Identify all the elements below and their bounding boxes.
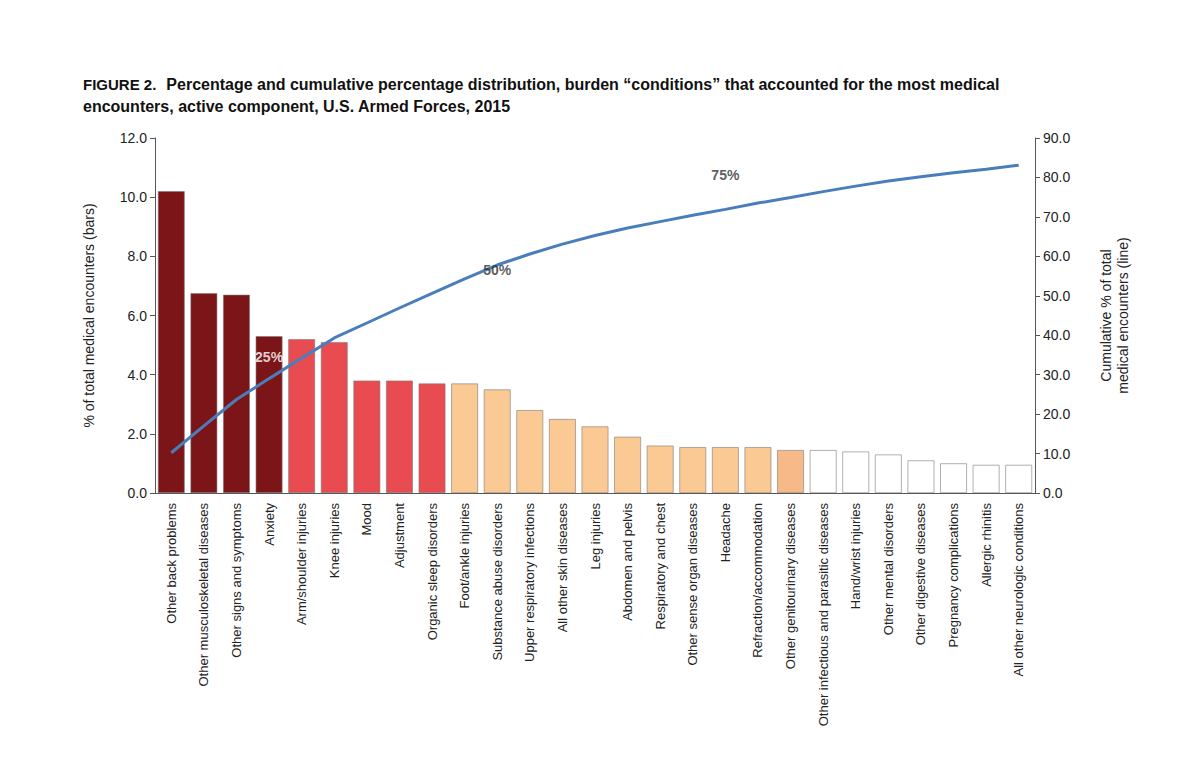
svg-text:Other mental disorders: Other mental disorders bbox=[881, 503, 896, 636]
svg-text:8.0: 8.0 bbox=[128, 248, 148, 264]
svg-text:30.0: 30.0 bbox=[1043, 367, 1070, 383]
svg-text:Other infectious and parasitic: Other infectious and parasitic diseases bbox=[816, 503, 831, 727]
svg-text:60.0: 60.0 bbox=[1043, 248, 1070, 264]
svg-text:75%: 75% bbox=[711, 167, 740, 183]
svg-text:Leg injuries: Leg injuries bbox=[588, 503, 603, 570]
svg-text:encounters, active component,: encounters, active component, U.S. Armed… bbox=[83, 98, 510, 115]
svg-text:10.0: 10.0 bbox=[120, 189, 147, 205]
svg-text:2.0: 2.0 bbox=[128, 426, 148, 442]
svg-text:FIGURE 2.: FIGURE 2. bbox=[83, 76, 156, 93]
svg-text:Mood: Mood bbox=[359, 503, 374, 536]
svg-text:% of total medical encounters: % of total medical encounters (bars) bbox=[81, 203, 97, 427]
svg-text:Allergic rhinitis: Allergic rhinitis bbox=[979, 503, 994, 587]
svg-text:40.0: 40.0 bbox=[1043, 327, 1070, 343]
svg-text:Other musculoskeletal diseases: Other musculoskeletal diseases bbox=[196, 503, 211, 687]
svg-text:Headache: Headache bbox=[718, 503, 733, 562]
svg-text:Knee injuries: Knee injuries bbox=[327, 503, 342, 579]
svg-text:25%: 25% bbox=[255, 349, 284, 365]
svg-text:All other skin diseases: All other skin diseases bbox=[555, 503, 570, 633]
svg-text:Upper respiratory infections: Upper respiratory infections bbox=[522, 503, 537, 662]
svg-text:50%: 50% bbox=[483, 262, 512, 278]
svg-text:Adjustment: Adjustment bbox=[392, 503, 407, 568]
svg-text:10.0: 10.0 bbox=[1043, 446, 1070, 462]
svg-text:Substance abuse disorders: Substance abuse disorders bbox=[490, 503, 505, 661]
svg-text:Arm/shoulder injuries: Arm/shoulder injuries bbox=[294, 503, 309, 626]
svg-text:Abdomen and pelvis: Abdomen and pelvis bbox=[620, 503, 635, 621]
svg-text:50.0: 50.0 bbox=[1043, 288, 1070, 304]
svg-text:Respiratory and chest: Respiratory and chest bbox=[653, 503, 668, 630]
svg-text:Other sense organ diseases: Other sense organ diseases bbox=[685, 503, 700, 666]
svg-text:Other signs and symptoms: Other signs and symptoms bbox=[229, 503, 244, 658]
svg-text:0.0: 0.0 bbox=[1043, 485, 1063, 501]
svg-text:Pregnancy complications: Pregnancy complications bbox=[946, 503, 961, 648]
svg-text:6.0: 6.0 bbox=[128, 308, 148, 324]
svg-text:12.0: 12.0 bbox=[120, 130, 147, 146]
svg-text:Other digestive diseases: Other digestive diseases bbox=[913, 503, 928, 646]
svg-text:0.0: 0.0 bbox=[128, 485, 148, 501]
svg-text:Other genitourinary diseases: Other genitourinary diseases bbox=[783, 503, 798, 670]
svg-text:medical encounters (line): medical encounters (line) bbox=[1115, 237, 1131, 393]
svg-text:Foot/ankle injuries: Foot/ankle injuries bbox=[457, 503, 472, 609]
svg-text:90.0: 90.0 bbox=[1043, 130, 1070, 146]
svg-text:80.0: 80.0 bbox=[1043, 169, 1070, 185]
svg-text:70.0: 70.0 bbox=[1043, 209, 1070, 225]
svg-text:All other neurologic condition: All other neurologic conditions bbox=[1011, 503, 1026, 677]
svg-text:Other back problems: Other back problems bbox=[164, 503, 179, 624]
svg-text:Anxiety: Anxiety bbox=[262, 503, 277, 546]
svg-text:Hand/wrist injuries: Hand/wrist injuries bbox=[848, 503, 863, 610]
svg-text:4.0: 4.0 bbox=[128, 367, 148, 383]
svg-text:20.0: 20.0 bbox=[1043, 406, 1070, 422]
svg-text:Refraction/accommodation: Refraction/accommodation bbox=[750, 503, 765, 658]
svg-text:Cumulative % of total: Cumulative % of total bbox=[1098, 249, 1114, 381]
svg-text:Organic sleep disorders: Organic sleep disorders bbox=[425, 503, 440, 641]
svg-text:Percentage and cumulative perc: Percentage and cumulative percentage dis… bbox=[166, 76, 1003, 93]
